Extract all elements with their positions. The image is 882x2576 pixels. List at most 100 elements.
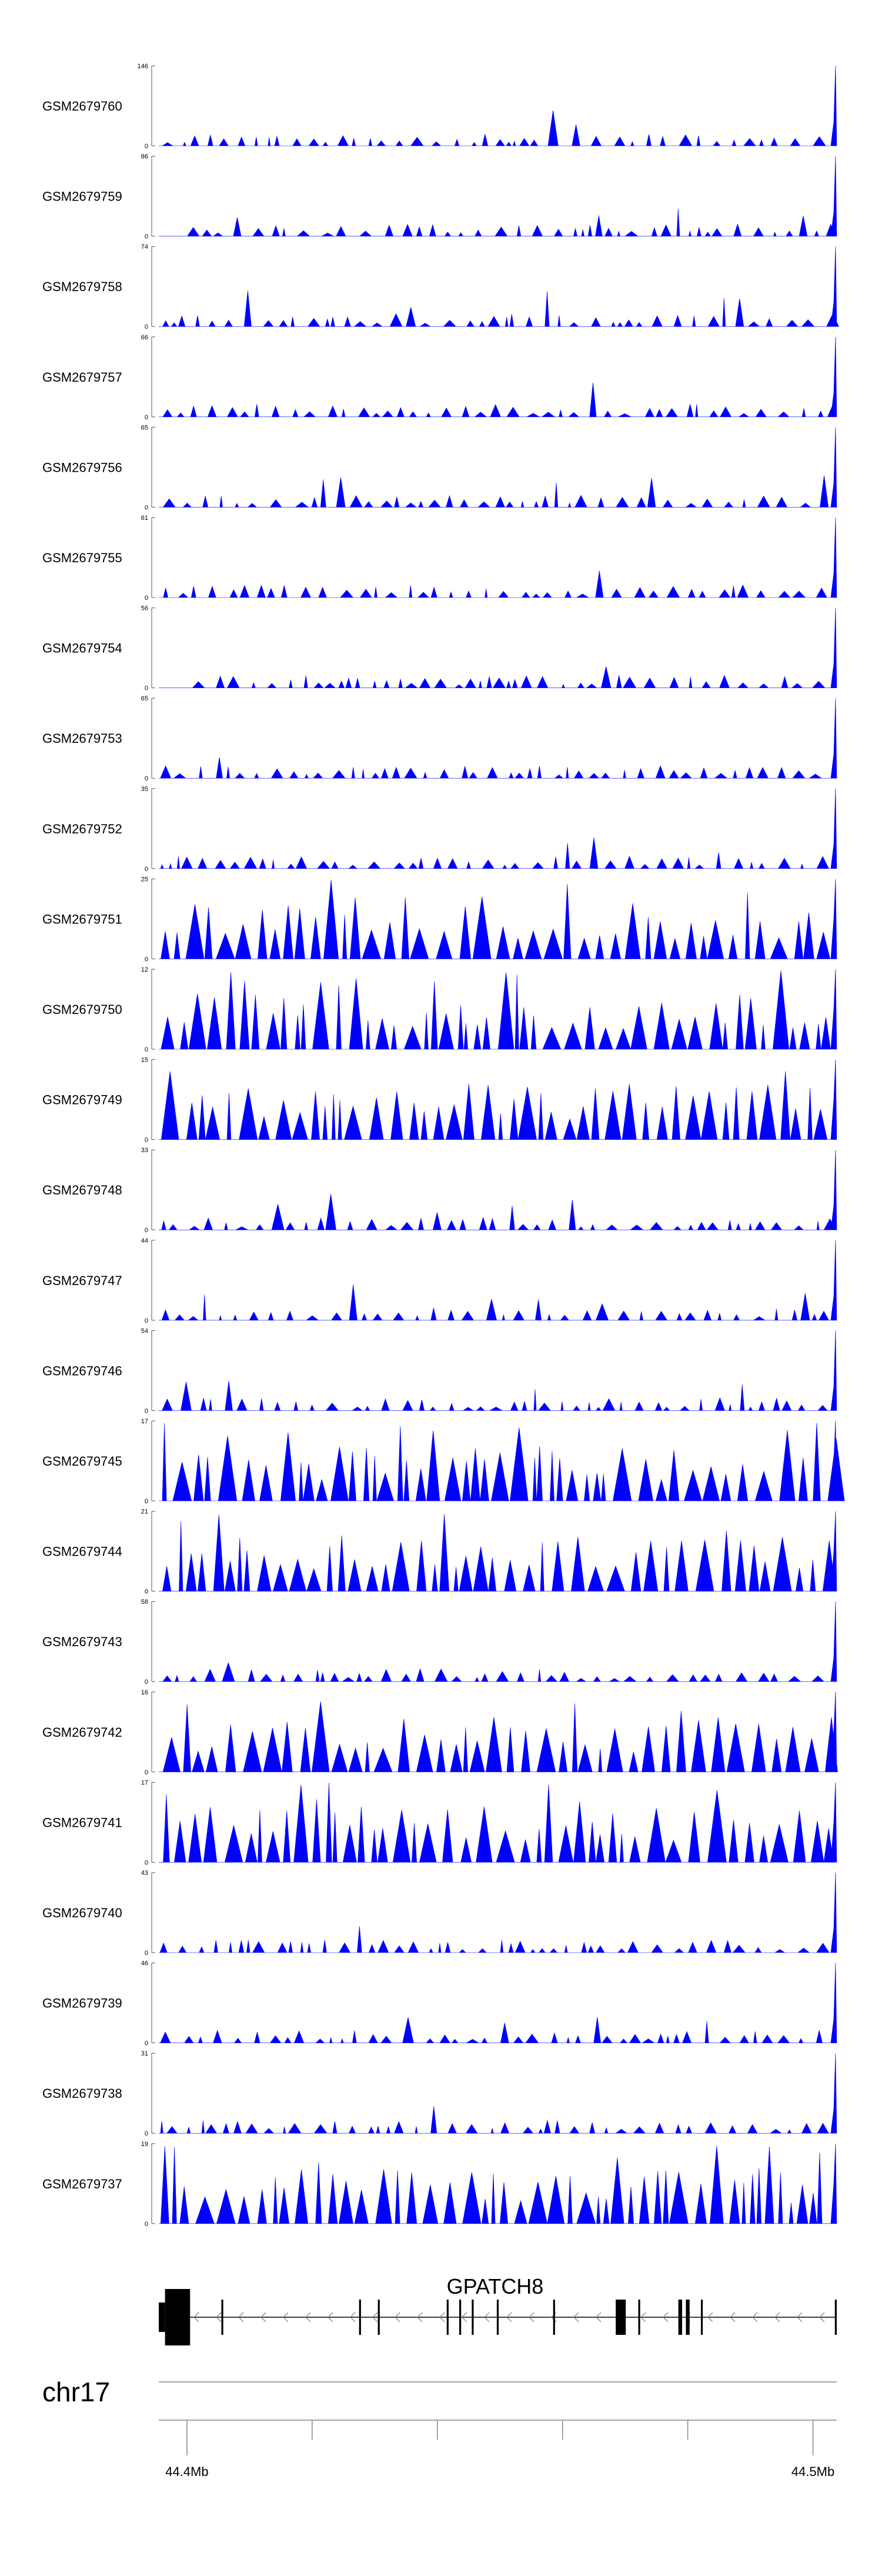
- track-min-label: 0: [145, 1859, 148, 1866]
- track-max-label: 65: [141, 695, 148, 702]
- track-max-label: 146: [138, 63, 148, 70]
- track-label: GSM2679758: [42, 279, 122, 294]
- track-max-label: 16: [141, 1689, 148, 1696]
- track-min-label: 0: [145, 866, 148, 873]
- gene-exon: [377, 2300, 380, 2335]
- track-GSM2679748: GSM2679748 33 0: [42, 1147, 837, 1234]
- gene-exon: [834, 2300, 837, 2335]
- track-GSM2679753: GSM2679753 65 0: [42, 695, 837, 782]
- strand-arrow: [730, 2312, 736, 2323]
- track-label: GSM2679748: [42, 1183, 122, 1197]
- strand-arrow: [216, 2312, 222, 2323]
- gene-exon: [359, 2300, 361, 2335]
- track-label: GSM2679744: [42, 1544, 122, 1559]
- track-GSM2679740: GSM2679740 43 0: [42, 1870, 837, 1957]
- strand-arrow: [305, 2312, 311, 2323]
- track-min-label: 0: [145, 1137, 148, 1144]
- track-GSM2679755: GSM2679755 61 0: [42, 515, 837, 602]
- track-GSM2679749: GSM2679749 15 0: [42, 1057, 837, 1144]
- track-max-label: 17: [141, 1779, 148, 1786]
- track-max-label: 33: [141, 1147, 148, 1154]
- coverage-area: [159, 879, 837, 959]
- track-label: GSM2679757: [42, 370, 122, 385]
- coverage-area: [159, 969, 837, 1050]
- track-max-label: 58: [141, 1599, 148, 1606]
- coverage-area: [159, 1330, 837, 1411]
- strand-arrow: [484, 2312, 490, 2323]
- track-max-label: 31: [141, 2050, 148, 2057]
- gene-exon: [638, 2300, 640, 2335]
- track-min-label: 0: [145, 1769, 148, 1776]
- track-GSM2679738: GSM2679738 31 0: [42, 2050, 837, 2137]
- track-max-label: 19: [141, 2141, 148, 2148]
- strand-arrow: [506, 2312, 512, 2323]
- coverage-area: [159, 1782, 837, 1863]
- track-label: GSM2679746: [42, 1363, 122, 1378]
- track-label: GSM2679737: [42, 2177, 122, 2191]
- coverage-area: [159, 1872, 837, 1953]
- track-label: GSM2679743: [42, 1634, 122, 1649]
- track-min-label: 0: [145, 956, 148, 963]
- gene-exon: [686, 2300, 690, 2335]
- track-GSM2679750: GSM2679750 12 0: [42, 966, 837, 1053]
- strand-arrow: [260, 2312, 266, 2323]
- coverage-area: [159, 1150, 837, 1230]
- track-max-label: 54: [141, 1327, 148, 1334]
- coverage-area: [159, 698, 837, 779]
- track-label: GSM2679754: [42, 641, 122, 656]
- coverage-area: [159, 608, 837, 688]
- gene-exon: [221, 2300, 223, 2335]
- track-label: GSM2679739: [42, 1996, 122, 2011]
- track-label: GSM2679760: [42, 99, 122, 114]
- strand-arrow: [193, 2312, 199, 2323]
- coverage-area: [159, 788, 837, 869]
- track-max-label: 15: [141, 1057, 148, 1064]
- track-GSM2679759: GSM2679759 86 0: [42, 154, 837, 241]
- track-min-label: 0: [145, 595, 148, 602]
- track-min-label: 0: [145, 1317, 148, 1324]
- strand-arrow: [462, 2312, 467, 2323]
- coverage-area: [159, 1601, 837, 1682]
- genome-axis-tick-label: 44.4Mb: [165, 2464, 208, 2479]
- gene-exon: [678, 2300, 683, 2335]
- track-GSM2679760: GSM2679760 146 0: [42, 63, 837, 150]
- strand-arrow: [439, 2312, 445, 2323]
- coverage-area: [159, 1511, 837, 1591]
- track-GSM2679739: GSM2679739 46 0: [42, 1960, 837, 2047]
- track-label: GSM2679756: [42, 460, 122, 475]
- strand-arrow: [752, 2312, 758, 2323]
- track-GSM2679758: GSM2679758 74 0: [42, 243, 840, 331]
- track-GSM2679743: GSM2679743 58 0: [42, 1599, 837, 1686]
- strand-arrow: [395, 2312, 400, 2323]
- track-min-label: 0: [145, 1227, 148, 1234]
- track-max-label: 35: [141, 786, 148, 793]
- genome-axis: chr17 44.4Mb 44.5Mb: [42, 2377, 837, 2479]
- coverage-tracks: GSM2679760 146 0 GSM2679759 86 0 GSM2679758 74 0…: [42, 63, 845, 2228]
- track-label: GSM2679745: [42, 1454, 122, 1469]
- track-min-label: 0: [145, 775, 148, 782]
- track-min-label: 0: [145, 685, 148, 692]
- gene-exon: [459, 2300, 462, 2335]
- gene-exon: [446, 2300, 449, 2335]
- track-max-label: 46: [141, 1960, 148, 1967]
- chromosome-label: chr17: [42, 2377, 110, 2407]
- track-GSM2679756: GSM2679756 65 0: [42, 424, 837, 511]
- track-label: GSM2679747: [42, 1273, 122, 1288]
- coverage-area: [159, 246, 840, 327]
- track-min-label: 0: [145, 323, 148, 331]
- track-GSM2679752: GSM2679752 35 0: [42, 786, 837, 873]
- strand-arrow: [707, 2312, 713, 2323]
- strand-arrow: [774, 2312, 780, 2323]
- coverage-area: [159, 1963, 837, 2043]
- gene-label: GPATCH8: [447, 2274, 544, 2298]
- gene-exon: [616, 2300, 626, 2335]
- track-GSM2679745: GSM2679745 17 0: [42, 1418, 845, 1505]
- track-max-label: 66: [141, 334, 148, 341]
- coverage-area: [159, 2143, 837, 2224]
- strand-arrow: [238, 2312, 244, 2323]
- track-GSM2679742: GSM2679742 16 0: [42, 1689, 838, 1776]
- track-min-label: 0: [145, 2040, 148, 2047]
- track-max-label: 17: [141, 1418, 148, 1425]
- track-GSM2679751: GSM2679751 25 0: [42, 876, 837, 963]
